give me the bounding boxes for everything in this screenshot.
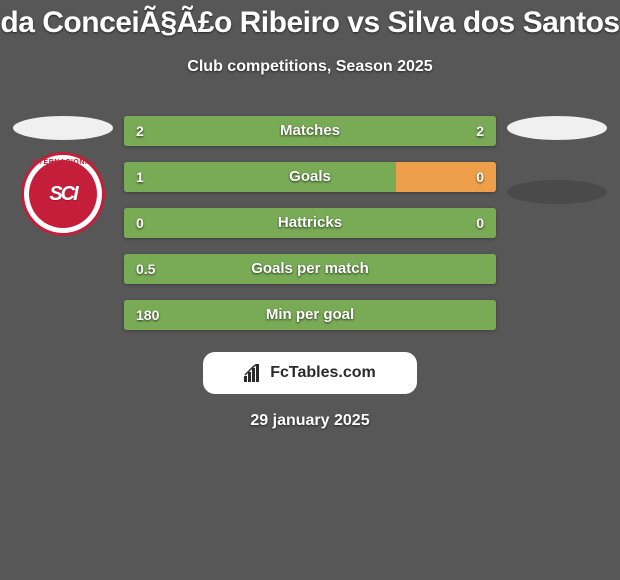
stat-label: Goals [124, 162, 496, 192]
subtitle: Club competitions, Season 2025 [0, 58, 620, 76]
source-text: FcTables.com [270, 364, 376, 382]
stat-label: Hattricks [124, 208, 496, 238]
stat-bar: 1Goals0 [124, 162, 496, 192]
left-player-col: INTERNACIONAL SCI 1909 [8, 116, 118, 236]
stat-bar: 2Matches2 [124, 116, 496, 146]
source-logo: FcTables.com [203, 352, 417, 394]
stat-bars: 2Matches21Goals00Hattricks00.5Goals per … [118, 116, 502, 330]
player-left-crest: INTERNACIONAL SCI 1909 [21, 152, 105, 236]
bar-chart-icon [244, 364, 264, 382]
player-left-oval [13, 116, 113, 140]
stat-value-right: 0 [476, 208, 484, 238]
date-label: 29 january 2025 [0, 412, 620, 430]
right-player-col [502, 116, 612, 204]
player-right-oval-1 [507, 116, 607, 140]
crest-monogram: SCI [49, 183, 76, 206]
stat-bar: 0.5Goals per match [124, 254, 496, 284]
stat-label: Goals per match [124, 254, 496, 284]
page-title: da ConceiÃ§Ã£o Ribeiro vs Silva dos Sant… [0, 0, 620, 40]
stat-label: Min per goal [124, 300, 496, 330]
stat-value-right: 2 [476, 116, 484, 146]
crest-bottom-text: 1909 [24, 222, 102, 229]
stat-label: Matches [124, 116, 496, 146]
content-row: INTERNACIONAL SCI 1909 2Matches21Goals00… [0, 116, 620, 330]
comparison-widget: da ConceiÃ§Ã£o Ribeiro vs Silva dos Sant… [0, 0, 620, 580]
stat-bar: 0Hattricks0 [124, 208, 496, 238]
crest-inner: SCI [29, 160, 97, 228]
player-right-oval-2 [507, 180, 607, 204]
stat-value-right: 0 [476, 162, 484, 192]
stat-bar: 180Min per goal [124, 300, 496, 330]
